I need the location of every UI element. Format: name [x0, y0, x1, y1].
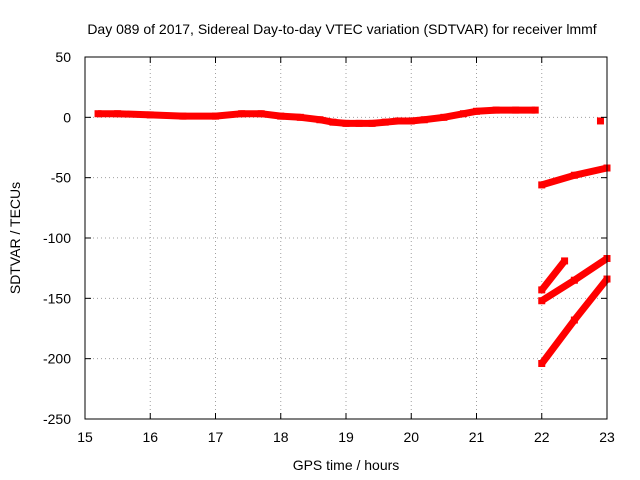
data-point [179, 112, 187, 120]
x-tick-label: 19 [338, 429, 354, 445]
data-point [570, 276, 578, 284]
series-main-trace [94, 106, 539, 127]
series-arc-1 [538, 164, 611, 189]
chart-title: Day 089 of 2017, Sidereal Day-to-day VTE… [87, 21, 596, 37]
data-point [420, 116, 428, 124]
data-point [329, 118, 337, 126]
y-axis-label: SDTVAR / TECUs [7, 182, 23, 294]
x-tick-label: 22 [534, 429, 550, 445]
series-arc-2 [538, 257, 569, 294]
x-tick-label: 15 [77, 429, 93, 445]
data-point [459, 110, 467, 118]
data-point [531, 106, 539, 114]
y-tick-label: -150 [43, 290, 71, 306]
plot-series [94, 106, 611, 367]
data-point [394, 117, 402, 125]
data-point [146, 111, 154, 119]
x-tick-label: 16 [142, 429, 158, 445]
grid [85, 57, 607, 419]
x-tick-label: 21 [469, 429, 485, 445]
data-point [257, 110, 265, 118]
x-tick-label: 20 [403, 429, 419, 445]
data-point [538, 286, 546, 294]
data-point [473, 107, 480, 115]
y-tick-label: 0 [63, 109, 71, 125]
data-point [538, 359, 546, 367]
data-point [355, 119, 363, 127]
data-point [381, 118, 389, 126]
x-tick-label: 23 [599, 429, 615, 445]
data-point [94, 110, 102, 118]
data-point [316, 116, 324, 124]
data-point [440, 113, 448, 121]
x-tick-label: 17 [208, 429, 224, 445]
series-line [539, 258, 568, 293]
data-point [368, 119, 376, 127]
y-tick-label: -250 [43, 411, 71, 427]
y-tick-label: -50 [51, 170, 71, 186]
data-point [342, 119, 350, 127]
data-point [570, 316, 578, 324]
series-offset-point [596, 117, 604, 125]
x-tick-label: 18 [273, 429, 289, 445]
series-arc-4 [538, 275, 611, 367]
data-point [407, 117, 415, 125]
x-axis-label: GPS time / hours [293, 457, 400, 473]
y-tick-label: -200 [43, 351, 71, 367]
y-tick-label: 50 [55, 49, 71, 65]
data-point [296, 113, 304, 121]
data-point [238, 110, 246, 118]
axis-ticks: 15 16 17 18 19 20 21 22 23 -250 -200 -150 -100 -50 0 50 [43, 49, 615, 445]
data-point [512, 106, 520, 114]
data-point [212, 112, 219, 120]
y-tick-label: -100 [43, 230, 71, 246]
data-point [570, 171, 578, 179]
data-point [277, 112, 285, 120]
data-point [596, 117, 604, 125]
data-point [114, 110, 122, 118]
data-point [538, 181, 546, 189]
data-point [538, 297, 546, 305]
data-point [561, 257, 569, 265]
data-point [492, 106, 500, 114]
